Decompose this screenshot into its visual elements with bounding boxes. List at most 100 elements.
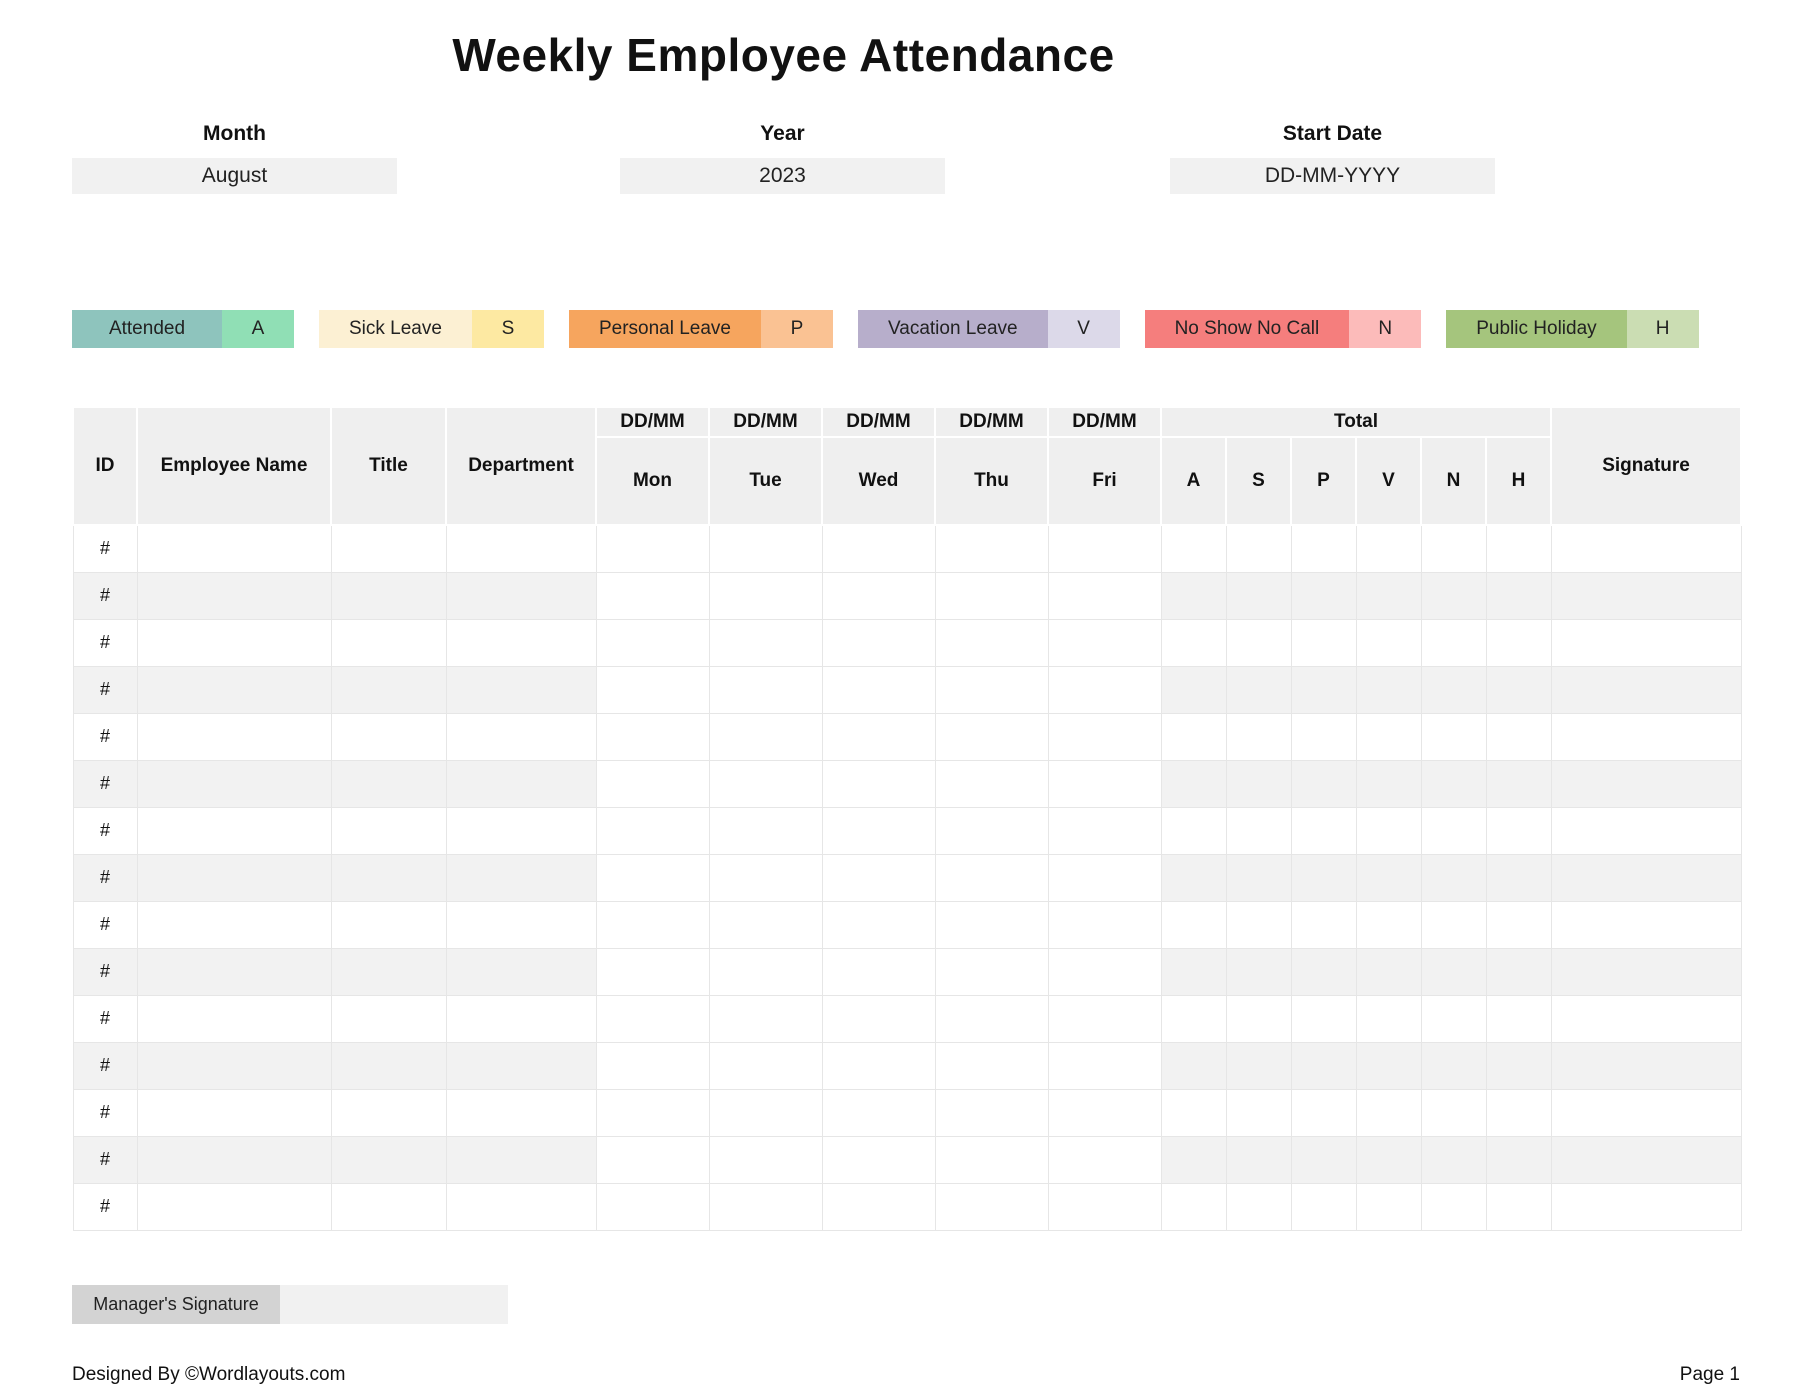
table-cell[interactable] xyxy=(1225,1182,1292,1231)
table-cell[interactable] xyxy=(1160,994,1227,1043)
signature-cell[interactable] xyxy=(1550,759,1742,808)
table-cell[interactable] xyxy=(1485,853,1552,902)
table-cell[interactable] xyxy=(1420,524,1487,573)
table-cell[interactable] xyxy=(821,1088,936,1137)
table-cell[interactable] xyxy=(708,947,823,996)
table-cell[interactable] xyxy=(330,759,447,808)
table-cell[interactable] xyxy=(821,571,936,620)
table-cell[interactable] xyxy=(821,947,936,996)
table-cell[interactable] xyxy=(136,1182,332,1231)
table-cell[interactable] xyxy=(330,994,447,1043)
start-date-input[interactable]: DD-MM-YYYY xyxy=(1170,158,1495,194)
table-cell[interactable] xyxy=(136,571,332,620)
table-cell[interactable] xyxy=(1225,665,1292,714)
table-cell[interactable] xyxy=(934,759,1049,808)
table-cell[interactable] xyxy=(708,1041,823,1090)
table-cell[interactable] xyxy=(136,1041,332,1090)
table-cell[interactable] xyxy=(1160,947,1227,996)
table-cell[interactable] xyxy=(1355,853,1422,902)
table-cell[interactable] xyxy=(1290,618,1357,667)
table-cell[interactable] xyxy=(136,618,332,667)
table-cell[interactable] xyxy=(821,1041,936,1090)
table-cell[interactable] xyxy=(1290,665,1357,714)
table-cell[interactable] xyxy=(934,1135,1049,1184)
table-cell[interactable] xyxy=(136,712,332,761)
table-cell[interactable] xyxy=(1290,759,1357,808)
table-cell[interactable] xyxy=(934,1041,1049,1090)
table-cell[interactable] xyxy=(445,759,597,808)
table-cell[interactable] xyxy=(1290,853,1357,902)
table-cell[interactable] xyxy=(1485,1041,1552,1090)
table-cell[interactable] xyxy=(595,712,710,761)
table-cell[interactable] xyxy=(595,1135,710,1184)
table-cell[interactable] xyxy=(1047,665,1162,714)
signature-cell[interactable] xyxy=(1550,994,1742,1043)
table-cell[interactable] xyxy=(1290,994,1357,1043)
table-cell[interactable] xyxy=(1420,571,1487,620)
table-cell[interactable] xyxy=(1420,994,1487,1043)
table-cell[interactable] xyxy=(136,665,332,714)
table-cell[interactable] xyxy=(708,806,823,855)
table-cell[interactable] xyxy=(1160,759,1227,808)
table-cell[interactable] xyxy=(1420,1088,1487,1137)
signature-cell[interactable] xyxy=(1550,1041,1742,1090)
table-cell[interactable] xyxy=(445,712,597,761)
table-cell[interactable] xyxy=(330,806,447,855)
table-cell[interactable] xyxy=(1160,1135,1227,1184)
table-cell[interactable] xyxy=(821,994,936,1043)
table-cell[interactable] xyxy=(708,712,823,761)
table-cell[interactable] xyxy=(1485,665,1552,714)
table-cell[interactable] xyxy=(934,524,1049,573)
table-cell[interactable] xyxy=(1485,1182,1552,1231)
table-cell[interactable] xyxy=(595,1182,710,1231)
table-cell[interactable] xyxy=(1420,1182,1487,1231)
table-cell[interactable] xyxy=(1355,759,1422,808)
table-cell[interactable] xyxy=(1047,618,1162,667)
table-cell[interactable] xyxy=(1225,853,1292,902)
signature-cell[interactable] xyxy=(1550,524,1742,573)
table-cell[interactable] xyxy=(821,759,936,808)
table-cell[interactable] xyxy=(1355,571,1422,620)
table-cell[interactable] xyxy=(1420,759,1487,808)
table-cell[interactable] xyxy=(1290,524,1357,573)
table-cell[interactable] xyxy=(595,947,710,996)
signature-cell[interactable] xyxy=(1550,571,1742,620)
table-cell[interactable] xyxy=(1160,1182,1227,1231)
table-cell[interactable] xyxy=(1160,900,1227,949)
table-cell[interactable] xyxy=(1355,994,1422,1043)
table-cell[interactable] xyxy=(136,806,332,855)
signature-cell[interactable] xyxy=(1550,712,1742,761)
table-cell[interactable] xyxy=(821,806,936,855)
table-cell[interactable] xyxy=(934,1182,1049,1231)
table-cell[interactable] xyxy=(708,994,823,1043)
table-cell[interactable] xyxy=(1225,524,1292,573)
table-cell[interactable] xyxy=(1290,571,1357,620)
table-cell[interactable] xyxy=(1047,1135,1162,1184)
table-cell[interactable] xyxy=(934,618,1049,667)
table-cell[interactable] xyxy=(1160,571,1227,620)
table-cell[interactable] xyxy=(821,618,936,667)
table-cell[interactable] xyxy=(821,1182,936,1231)
table-cell[interactable] xyxy=(1485,1088,1552,1137)
signature-cell[interactable] xyxy=(1550,665,1742,714)
table-cell[interactable] xyxy=(1160,1088,1227,1137)
table-cell[interactable] xyxy=(1420,618,1487,667)
table-cell[interactable] xyxy=(1047,806,1162,855)
table-cell[interactable] xyxy=(1485,1135,1552,1184)
signature-cell[interactable] xyxy=(1550,900,1742,949)
table-cell[interactable] xyxy=(934,712,1049,761)
signature-cell[interactable] xyxy=(1550,947,1742,996)
table-cell[interactable] xyxy=(1485,994,1552,1043)
table-cell[interactable] xyxy=(1290,900,1357,949)
signature-cell[interactable] xyxy=(1550,853,1742,902)
table-cell[interactable] xyxy=(821,524,936,573)
table-cell[interactable] xyxy=(330,1182,447,1231)
table-cell[interactable] xyxy=(595,524,710,573)
table-cell[interactable] xyxy=(821,712,936,761)
table-cell[interactable] xyxy=(934,806,1049,855)
table-cell[interactable] xyxy=(1290,712,1357,761)
table-cell[interactable] xyxy=(1355,665,1422,714)
table-cell[interactable] xyxy=(1225,994,1292,1043)
table-cell[interactable] xyxy=(708,1135,823,1184)
table-cell[interactable] xyxy=(595,853,710,902)
